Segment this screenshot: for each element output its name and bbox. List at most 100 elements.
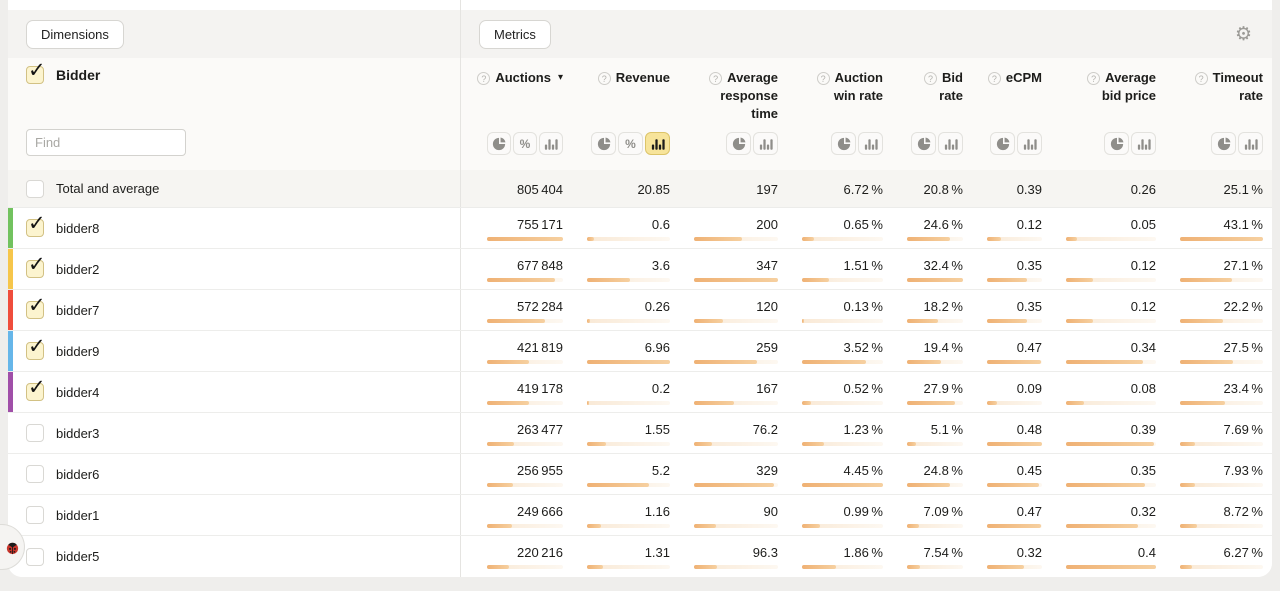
row-label: bidder9 <box>56 343 100 359</box>
table-row[interactable]: bidder6 256 955 5.2 329 4.45 % 24.8 % 0.45 0.3… <box>8 454 1272 495</box>
metric-header-average-response-time: ? Average response time <box>680 58 788 170</box>
cell-value: 1.23 % <box>843 421 883 437</box>
metric-label[interactable]: ? Average response time <box>694 69 778 123</box>
pie-toggle-button[interactable] <box>990 132 1015 155</box>
row-checkbox[interactable] <box>26 424 44 442</box>
row-checkbox[interactable] <box>26 293 46 319</box>
pie-toggle-button[interactable] <box>1104 132 1129 155</box>
cell-value: 256 955 <box>517 462 563 478</box>
cell-bar-track <box>487 482 563 487</box>
metric-cell: 19.4 % <box>893 331 973 372</box>
row-checkbox[interactable] <box>26 375 46 401</box>
row-checkbox[interactable] <box>26 547 44 566</box>
cell-bar-track <box>802 359 883 364</box>
percent-toggle-button[interactable]: % <box>618 132 643 155</box>
bars-toggle-button[interactable] <box>1017 132 1042 155</box>
table-row[interactable]: bidder7 572 284 0.26 120 0.13 % 18.2 % 0.35 0.… <box>8 290 1272 331</box>
cell-value: 0.6 <box>651 216 670 232</box>
cell-bar-fill <box>487 523 513 528</box>
table-row[interactable]: bidder8 755 171 0.6 200 0.65 % 24.6 % 0.12 0.0… <box>8 208 1272 249</box>
table-row[interactable]: bidder4 419 178 0.2 167 0.52 % 27.9 % 0.09 0.0… <box>8 372 1272 413</box>
pie-toggle-button[interactable] <box>831 132 856 155</box>
cell-bar-track <box>487 318 563 323</box>
metric-header-bid-rate: ? Bid rate <box>893 58 973 170</box>
pie-toggle-button[interactable] <box>911 132 936 155</box>
help-icon[interactable]: ? <box>1087 71 1101 85</box>
table-row[interactable]: bidder3 263 477 1.55 76.2 1.23 % 5.1 % 0.48 0.… <box>8 413 1272 454</box>
row-checkbox[interactable] <box>26 506 44 524</box>
cell-bar-track <box>802 236 883 241</box>
table-row[interactable]: bidder2 677 848 3.6 347 1.51 % 32.4 % 0.35 0.1… <box>8 249 1272 290</box>
help-icon[interactable]: ? <box>477 71 491 85</box>
metric-label[interactable]: ? Auctions ▾ <box>477 69 563 87</box>
table-row[interactable]: bidder5 220 216 1.31 96.3 1.86 % 7.54 % 0.32 0… <box>8 536 1272 577</box>
cell-bar-track <box>694 318 778 323</box>
metric-label[interactable]: ? Revenue <box>587 69 670 87</box>
cell-bar-fill <box>1066 277 1093 282</box>
dimension-checkbox[interactable] <box>26 58 46 84</box>
pie-toggle-button[interactable] <box>591 132 616 155</box>
cell-bar-fill <box>694 236 743 241</box>
metric-label[interactable]: ? Timeout rate <box>1180 69 1263 105</box>
row-checkbox[interactable] <box>26 334 46 360</box>
bars-toggle-button[interactable] <box>1131 132 1156 155</box>
metric-label-text: win rate <box>833 88 883 103</box>
pie-toggle-button[interactable] <box>487 132 511 155</box>
gear-icon[interactable]: ⚙ <box>1234 23 1252 45</box>
cell-bar-fill <box>987 482 1039 487</box>
percent-toggle-button[interactable]: % <box>513 132 537 155</box>
bars-toggle-button[interactable] <box>753 132 778 155</box>
metric-label[interactable]: ? Bid rate <box>907 69 963 105</box>
total-checkbox[interactable] <box>26 179 44 198</box>
cell-value: 24.6 % <box>923 216 963 232</box>
pie-toggle-button[interactable] <box>726 132 751 155</box>
row-checkbox[interactable] <box>26 211 46 237</box>
cell-bar-fill <box>802 318 805 323</box>
metric-label[interactable]: ? Average bid price <box>1066 69 1156 105</box>
cell-bar-track <box>694 359 778 364</box>
table-row[interactable]: bidder1 249 666 1.16 90 0.99 % 7.09 % 0.47 0.3… <box>8 495 1272 536</box>
cell-bar-track <box>694 400 778 405</box>
view-toggles <box>1180 132 1263 155</box>
cell-bar-fill <box>907 564 921 569</box>
help-icon[interactable]: ? <box>597 71 611 85</box>
metrics-button[interactable]: Metrics <box>479 19 551 49</box>
bars-toggle-button[interactable] <box>1238 132 1263 155</box>
bar-chart-icon <box>1023 138 1037 150</box>
cell-bar-track <box>1066 564 1156 569</box>
metric-cell: 0.32 <box>1052 495 1166 536</box>
metric-cell: 0.35 <box>973 290 1052 331</box>
cell-bar-fill <box>587 482 649 487</box>
help-icon[interactable]: ? <box>709 71 723 85</box>
find-input[interactable] <box>26 129 186 156</box>
cell-bar-track <box>1180 523 1263 528</box>
cell-bar-track <box>907 318 963 323</box>
cell-value: 3.52 % <box>843 339 883 355</box>
metric-cell: 1.55 <box>573 413 680 454</box>
cell-bar-track <box>1066 523 1156 528</box>
help-icon[interactable]: ? <box>816 71 830 85</box>
cell-bar-fill <box>987 523 1041 528</box>
metric-cell: 0.35 <box>1052 454 1166 495</box>
bars-toggle-button[interactable] <box>938 132 963 155</box>
metric-cell: 32.4 % <box>893 249 973 290</box>
row-checkbox[interactable] <box>26 252 46 278</box>
cell-bar-fill <box>1066 482 1145 487</box>
row-checkbox[interactable] <box>26 465 44 483</box>
help-icon[interactable]: ? <box>924 71 938 85</box>
bars-toggle-button[interactable] <box>645 132 670 155</box>
bars-toggle-button[interactable] <box>539 132 563 155</box>
help-icon[interactable]: ? <box>1194 71 1208 85</box>
dimensions-button[interactable]: Dimensions <box>26 19 124 49</box>
bars-toggle-button[interactable] <box>858 132 883 155</box>
metric-label[interactable]: ? Auction win rate <box>802 69 883 105</box>
metric-cell: 167 <box>680 372 788 413</box>
metric-cell: 0.12 <box>1052 290 1166 331</box>
metric-cell: 24.6 % <box>893 208 973 249</box>
view-toggles <box>907 132 963 155</box>
metric-label[interactable]: ? eCPM <box>987 69 1042 87</box>
pie-toggle-button[interactable] <box>1211 132 1236 155</box>
cell-value: 0.65 % <box>843 216 883 232</box>
help-icon[interactable]: ? <box>987 71 1001 85</box>
table-row[interactable]: bidder9 421 819 6.96 259 3.52 % 19.4 % 0.47 0.… <box>8 331 1272 372</box>
